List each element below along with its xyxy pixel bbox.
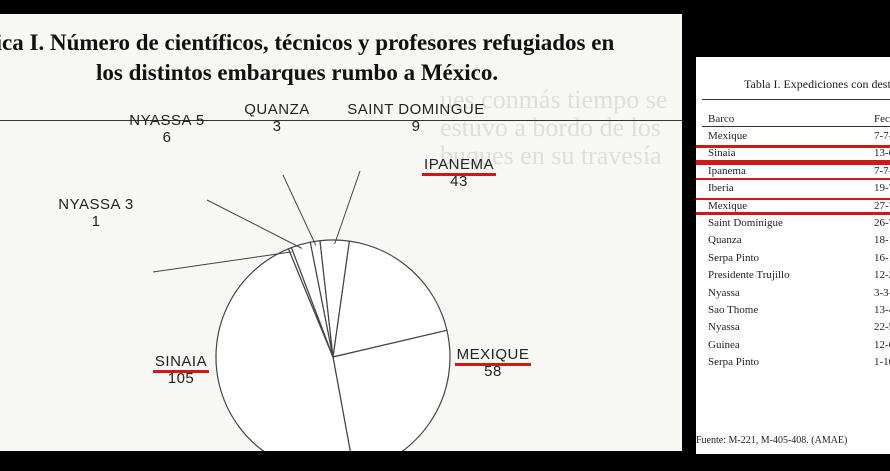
table-cell-barco: Nyassa — [708, 286, 740, 299]
table-cell-barco: Ipanema — [708, 164, 746, 177]
pie-label-name: MEXIQUE — [454, 346, 532, 366]
pie-chart — [152, 170, 451, 451]
pie-label-value: 105 — [167, 370, 195, 387]
table-cell-barco: Saint Dominigue — [708, 216, 783, 229]
table-cell-fecha: 13-4 — [874, 303, 890, 316]
table-cell-barco: Presidente Trujillo — [708, 269, 790, 282]
table-row: Sao Thome 13-4 — [696, 302, 890, 319]
pie-slice-saint-domingue — [319, 239, 351, 358]
pie-label-value: 1 — [91, 213, 101, 230]
pie-label-name: NYASSA 5 — [129, 112, 205, 129]
table-cell-barco: Serpa Pinto — [708, 251, 760, 264]
pie-label-name: SAINT DOMINGUE — [347, 101, 485, 118]
table-row: Guinea 12-6 — [696, 337, 890, 354]
table-row: Nyassa 22-5 — [696, 319, 890, 336]
pie-label-value: 58 — [484, 363, 502, 380]
table-cell-fecha: 13-6 — [874, 147, 890, 160]
pie-label-name: NYASSA 3 — [58, 196, 134, 213]
table-cell-barco: Quanza — [708, 234, 742, 247]
table-header-rule — [702, 126, 890, 127]
pie-slice-mexique — [332, 329, 451, 451]
table-row: Serpa Pinto 16-12 — [696, 250, 890, 267]
table-cell-fecha: 12-6 — [874, 338, 890, 351]
table-row: Mexique 27-7 — [696, 197, 890, 216]
table-header-barco: Barco — [708, 113, 735, 125]
table-row: Ipanema 7-7- — [696, 162, 890, 181]
pie-label-value: 3 — [272, 118, 282, 135]
table-cell-barco: Sao Thome — [708, 303, 759, 316]
table-cell-fecha: 19-7 — [874, 182, 890, 195]
pie-label-ipanema: IPANEMA 43 — [389, 156, 529, 190]
table-title: Tabla I. Expediciones con destino a Méx — [744, 77, 890, 91]
table-cell-barco: Iberia — [708, 182, 734, 195]
table-row: Serpa Pinto 1-10 — [696, 354, 890, 371]
table-cell-fecha: 12-2 — [874, 269, 890, 282]
table-row: Presidente Trujillo 12-2 — [696, 267, 890, 284]
table-cell-fecha: 18-11 — [874, 234, 890, 247]
title-rule — [0, 120, 682, 121]
table-row: Iberia 19-7 — [696, 180, 890, 197]
table-row: Sinaia 13-6 — [696, 145, 890, 164]
leader-line-nyassa-5 — [206, 199, 303, 249]
pie-slice-ipanema — [332, 240, 448, 358]
leader-line-nyassa-3 — [152, 251, 292, 273]
figure-title-line2: los distintos embarques rumbo a México. — [96, 60, 499, 85]
pie-slice-sinaia — [215, 248, 351, 451]
pie-label-quanza: QUANZA 3 — [207, 101, 347, 135]
table-row: Quanza 18-11 — [696, 232, 890, 249]
pie-label-name: QUANZA — [244, 101, 310, 118]
table-cell-fecha: 26-7 — [874, 216, 890, 229]
leader-line-saint-domingue — [334, 170, 361, 245]
pie-label-value: 6 — [162, 129, 172, 146]
pie-label-sinaia: SINAIA 105 — [111, 353, 251, 387]
leader-line-quanza — [282, 174, 317, 246]
table-cell-fecha: 7-7- — [874, 130, 890, 142]
table-cell-fecha: 27-7 — [874, 199, 890, 212]
table-cell-barco: Guinea — [708, 338, 740, 351]
table-panel: Tabla I. Expediciones con destino a Méx … — [696, 57, 890, 454]
table-source: Fuente: M-221, M-405-408. (AMAE) — [696, 435, 848, 446]
table-cell-fecha: 1-10 — [874, 356, 890, 369]
pie-label-mexique: MEXIQUE 58 — [423, 346, 563, 380]
figure-title: fica I. Número de científicos, técnicos … — [0, 28, 682, 88]
table-cell-fecha: 22-5 — [874, 321, 890, 334]
table-row: Nyassa 3-3- — [696, 285, 890, 302]
table-row: Mexique 7-7- — [696, 128, 890, 145]
background-bleed-text: ues conmás tiempo se estuvo a bordo de l… — [440, 85, 668, 170]
table-cell-fecha: 3-3- — [874, 286, 890, 299]
pie-label-value: 43 — [450, 173, 468, 190]
table-top-rule — [702, 99, 890, 100]
table-cell-barco: Mexique — [708, 130, 748, 142]
table-row: Saint Dominigue 26-7 — [696, 215, 890, 232]
table-cell-fecha: 16-12 — [874, 251, 890, 264]
table-cell-barco: Sinaia — [708, 147, 736, 160]
table-cell-fecha: 7-7- — [874, 164, 890, 177]
table-cell-barco: Serpa Pinto — [708, 356, 760, 369]
table-cell-barco: Mexique — [708, 199, 748, 212]
table-body: Mexique 7-7- Sinaia 13-6 Ipanema 7-7- Iberia 19… — [696, 128, 890, 371]
pie-label-value: 9 — [411, 118, 421, 135]
pie-label-name: IPANEMA — [422, 156, 496, 176]
table-cell-barco: Nyassa — [708, 321, 740, 334]
figure-panel: ues conmás tiempo se estuvo a bordo de l… — [0, 14, 682, 451]
figure-title-line1: fica I. Número de científicos, técnicos … — [0, 30, 615, 55]
pie-label-saint-domingue: SAINT DOMINGUE 9 — [346, 101, 486, 135]
pie-label-name: SINAIA — [152, 353, 210, 373]
table-header-fecha: Fec — [874, 113, 890, 125]
